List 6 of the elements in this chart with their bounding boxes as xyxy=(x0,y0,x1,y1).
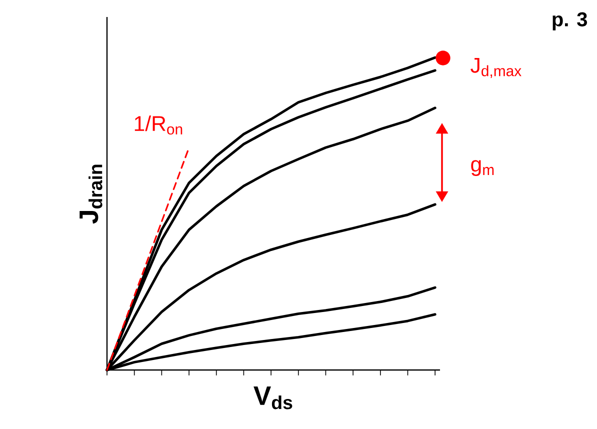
x-axis-title: V$_{ds}$ xyxy=(254,386,292,410)
series-label: 1/R$_{on}$ xyxy=(134,115,182,135)
text: J$_{d,max}$ xyxy=(470,58,522,78)
y-axis-title: J$_{drain}$ xyxy=(80,164,102,224)
text: g$_{m}$ xyxy=(471,160,494,176)
text: p. 3 xyxy=(552,12,588,30)
